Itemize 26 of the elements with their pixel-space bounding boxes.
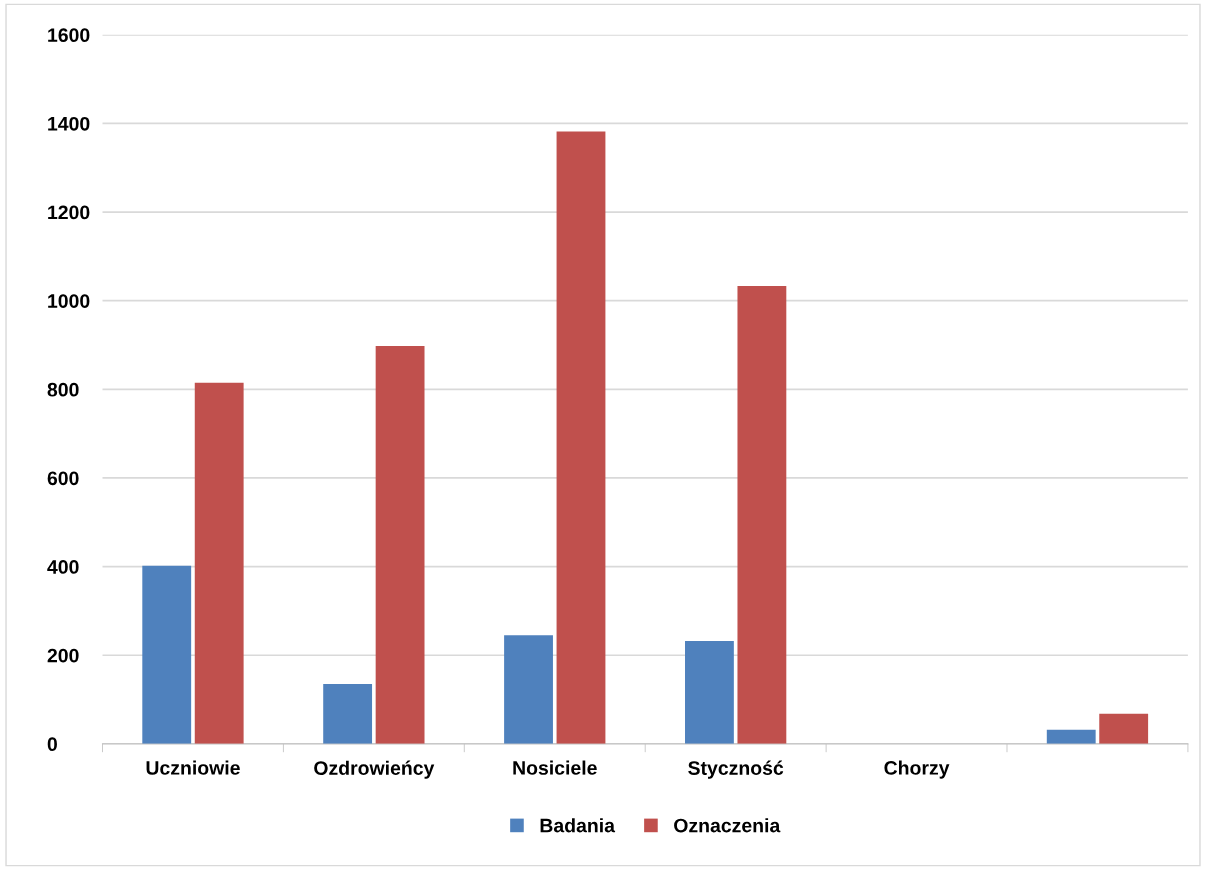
x-tick-label: Ozdrowieńcy <box>314 760 435 779</box>
bar <box>1099 713 1149 744</box>
x-tick-label: Uczniowie <box>146 760 240 775</box>
bar <box>504 635 553 744</box>
bar <box>685 641 734 744</box>
y-tick-label: 800 <box>47 382 79 397</box>
x-tick-label: Styczność <box>688 760 784 779</box>
y-tick-label: 1200 <box>48 205 90 220</box>
y-tick-label: 600 <box>47 471 79 486</box>
y-tick-label: 0 <box>47 737 57 752</box>
bar <box>194 382 244 744</box>
bar <box>323 684 373 744</box>
y-tick-label: 1400 <box>48 116 90 131</box>
bar <box>1046 729 1096 744</box>
x-tick-label: Chorzy <box>884 760 950 779</box>
y-tick-label: 1600 <box>48 28 90 43</box>
legend-label: Badania <box>540 818 616 833</box>
bar <box>142 565 192 744</box>
y-tick-label: 1000 <box>48 294 90 308</box>
bar <box>375 345 425 744</box>
y-tick-label: 400 <box>47 560 79 574</box>
bar <box>737 286 787 744</box>
y-tick-label: 200 <box>47 648 79 663</box>
bar <box>556 131 606 744</box>
legend-label: Oznaczenia <box>674 818 781 833</box>
x-tick-label: Nosiciele <box>513 760 597 775</box>
